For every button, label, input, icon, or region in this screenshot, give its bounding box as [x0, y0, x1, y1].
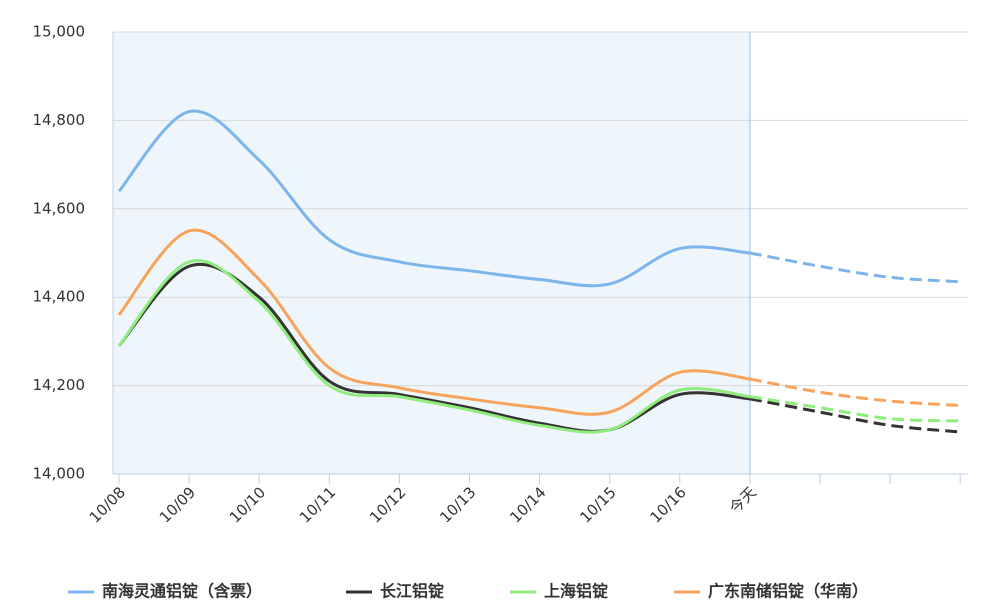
- series-line: [117, 228, 751, 416]
- x-tick-label: 今天: [726, 483, 760, 517]
- x-tick-label: 10/10: [226, 483, 269, 526]
- legend: 南海灵通铝锭（含票） 长江铝锭 上海铝锭 广东南储铝锭（华南）: [68, 582, 868, 601]
- series-line: [117, 109, 751, 288]
- y-tick-label: 14,200: [33, 376, 86, 394]
- x-tick-label: 10/15: [576, 483, 619, 526]
- x-tick-label: 10/14: [506, 483, 549, 526]
- y-tick-label: 14,600: [33, 199, 86, 217]
- forecast-line: [749, 397, 961, 434]
- legend-label: 长江铝锭: [380, 582, 444, 601]
- y-tick-label: 14,400: [33, 288, 86, 306]
- series-line: [117, 259, 751, 434]
- legend-label: 广东南储铝锭（华南）: [708, 582, 868, 601]
- forecast-line: [749, 377, 961, 407]
- legend-label: 上海铝锭: [544, 582, 608, 601]
- x-tick-label: 10/08: [86, 483, 129, 526]
- x-tick-label: 10/12: [366, 483, 409, 526]
- x-tick-label: 10/13: [436, 483, 479, 526]
- x-tick-label: 10/16: [647, 483, 690, 526]
- forecast-line: [749, 395, 961, 423]
- y-tick-label: 14,000: [33, 465, 86, 483]
- y-tick-label: 14,800: [33, 111, 86, 129]
- legend-label: 南海灵通铝锭（含票）: [102, 582, 262, 601]
- x-tick-label: 10/09: [156, 483, 199, 526]
- x-tick-label: 10/11: [296, 483, 339, 526]
- forecast-line: [749, 251, 961, 284]
- y-tick-label: 15,000: [33, 23, 86, 41]
- series-line: [117, 262, 751, 433]
